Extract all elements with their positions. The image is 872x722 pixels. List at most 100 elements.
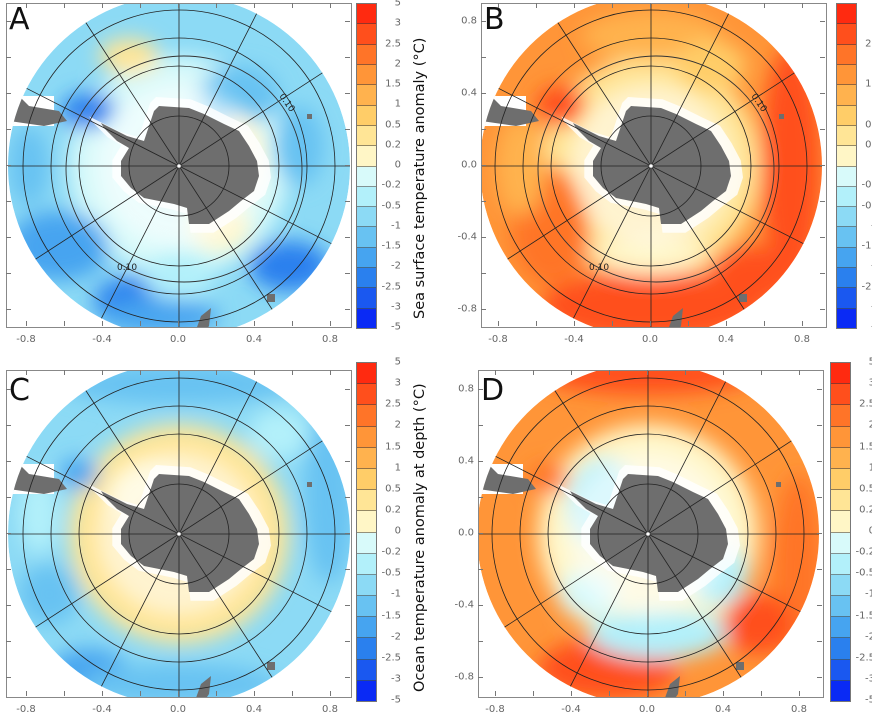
colorbar-bin [831,659,850,681]
colorbar-tick-label: 3 [857,18,872,29]
colorbar-tick-label: 2.5 [385,38,401,49]
new-zealand-landmass [661,676,680,697]
x-tick-mark [64,321,65,326]
colorbar-bin [357,125,376,147]
colorbar-bin [357,638,376,660]
colorbar [830,362,851,702]
colorbar-title: Ocean temperature anomaly at depth (°C) [412,383,428,692]
y-tick-mark [6,21,11,22]
x-tick-mark [178,3,179,8]
anomaly-patch [723,594,793,654]
colorbar-bin [357,105,376,126]
x-tick-mark [102,691,103,696]
x-tick-label: -0.8 [485,704,505,715]
colorbar-tick-label: 2 [394,419,401,431]
colorbar-bin [831,363,850,385]
island [736,662,744,670]
colorbar-tick-label: -0.2 [861,179,872,191]
x-tick-mark [612,3,613,8]
panel-label: C [9,373,30,408]
colorbar-tick-label: 0.2 [865,139,872,151]
y-tick-mark [6,273,11,274]
colorbar-bin [357,166,376,187]
y-tick-mark [478,461,483,462]
anomaly-patch [528,464,568,494]
x-tick-mark [26,691,27,696]
y-tick-mark [6,461,11,462]
colorbar-tick-label: -1 [865,588,872,600]
anomaly-patch [676,41,746,91]
y-tick-mark [6,201,11,202]
colorbar-bin [357,426,376,448]
x-tick-label: 0.0 [170,704,186,715]
colorbar-tick-label: 0 [394,525,401,537]
anomaly-patch [59,459,99,489]
colorbar-bin [357,468,376,491]
x-tick-label: -0.8 [16,334,36,345]
x-tick-mark [609,370,610,375]
y-tick-mark [345,201,350,202]
colorbar-tick-label: 1 [857,99,872,110]
x-tick-mark [495,370,496,375]
x-tick-mark [140,370,141,375]
colorbar-tick-label: -0.2 [381,546,401,558]
y-tick-mark [345,533,350,534]
colorbar-title: Sea surface temperature anomaly (°C) [412,37,428,319]
y-tick-mark [481,273,486,274]
south-pole-marker [649,164,653,168]
island [307,114,312,119]
colorbar-tick-label: -5 [391,321,401,333]
y-tick-mark [820,273,825,274]
colorbar-tick-label: -0.2 [381,179,401,191]
y-tick-mark [478,605,483,606]
y-tick-mark [817,569,822,570]
y-tick-mark [817,605,822,606]
colorbar-tick-label: 2.5 [385,398,401,410]
x-tick-mark [330,370,331,375]
x-tick-mark [330,321,331,326]
x-tick-mark [102,370,103,375]
x-tick-label: 0.8 [791,704,807,715]
x-tick-label: 0.8 [794,334,810,345]
x-tick-mark [647,691,648,696]
colorbar-bin [357,44,376,65]
y-tick-mark [820,309,825,310]
y-tick-mark [817,497,822,498]
colorbar-tick-label: 5 [394,0,401,9]
colorbar-tick-label: 0.2 [385,139,401,151]
y-tick-mark [345,461,350,462]
x-tick-mark [254,3,255,8]
x-tick-mark [178,370,179,375]
colorbar-bin [357,247,376,269]
colorbar-tick-label: -3 [857,301,872,312]
colorbar-tick-label: -2 [391,260,401,272]
map-frame: 0.10 0.10 A [6,3,352,328]
x-tick-mark [647,370,648,375]
colorbar-bin [357,308,376,328]
y-tick-mark [345,93,350,94]
colorbar-tick-label: -0.5 [381,567,401,579]
x-tick-mark [533,691,534,696]
y-tick-mark [6,641,11,642]
x-tick-mark [292,321,293,326]
y-tick-mark [345,57,350,58]
colorbar-tick-label: -2.5 [381,281,401,292]
colorbar-tick-label: 0.5 [385,119,401,130]
colorbar-bin [357,447,376,469]
x-tick-mark [536,3,537,8]
colorbar-tick-label: -0.5 [855,567,872,579]
map-frame: D [478,370,824,698]
y-tick-mark [817,677,822,678]
anomaly-patch [274,106,324,186]
colorbar-tick-label: 1.5 [859,441,872,452]
x-tick-mark [254,321,255,326]
island [267,662,275,670]
colorbar-tick-label: 2 [868,419,872,431]
colorbar-tick-label: 0.2 [859,504,872,516]
x-tick-label: -0.8 [488,334,508,345]
x-tick-mark [330,3,331,8]
x-tick-label: 0.0 [639,704,655,715]
y-tick-label: 0.8 [458,383,474,395]
anomaly-field [479,371,819,697]
colorbar-tick-label: 1.5 [865,78,872,90]
